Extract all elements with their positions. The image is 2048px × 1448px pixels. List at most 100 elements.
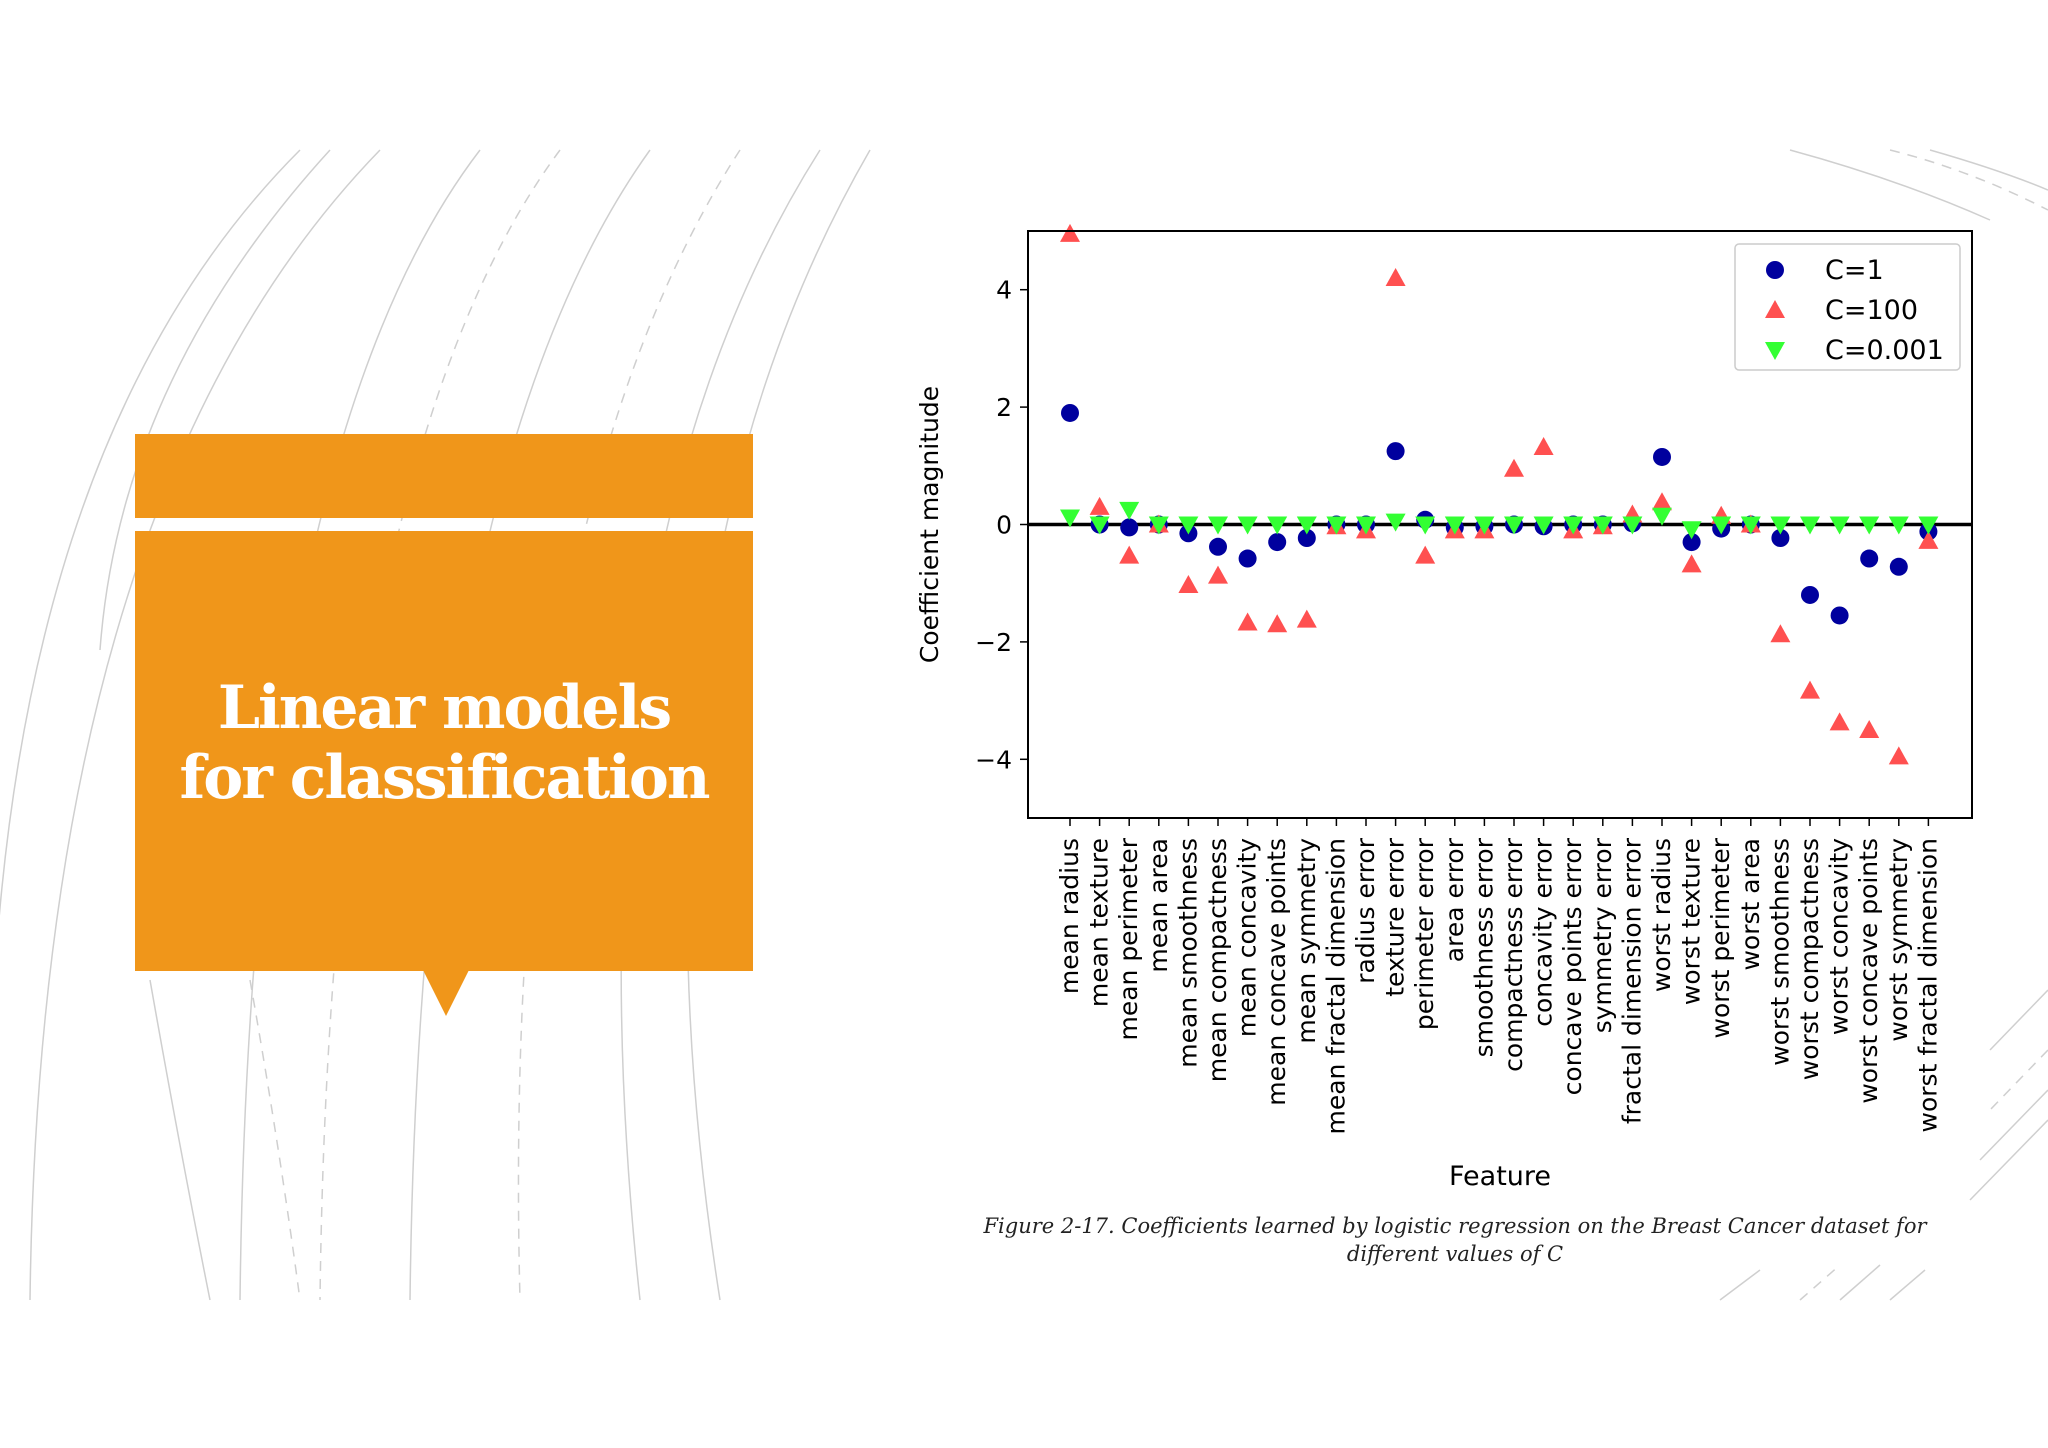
coefficient-scatter-chart: 4 2 0 −2 −4 mean radius mean texture mean perim…: [915, 223, 1973, 1192]
data-point-circle: [1801, 585, 1819, 604]
data-point-triangle-up: [1829, 712, 1850, 731]
data-point-triangle-up: [1237, 612, 1258, 631]
data-point-triangle-up: [1888, 746, 1909, 765]
legend-label: C=100: [1825, 295, 1918, 326]
data-point-triangle-up: [1267, 614, 1288, 633]
data-point-triangle-down: [1652, 507, 1672, 526]
data-point-triangle-down: [1208, 516, 1228, 535]
data-point-triangle-down: [1326, 516, 1347, 535]
x-tick-label: mean compactness: [1203, 838, 1232, 1082]
x-tick-label: fractal dimension error: [1617, 837, 1646, 1124]
y-tick-label: −2: [975, 628, 1012, 657]
data-point-circle: [1653, 447, 1671, 466]
data-point-triangle-down: [1060, 509, 1080, 528]
x-tick-label: worst compactness: [1795, 838, 1824, 1080]
x-tick-label: texture error: [1381, 837, 1410, 996]
legend-label: C=1: [1825, 255, 1884, 286]
data-point-triangle-down: [1711, 516, 1732, 535]
data-point-triangle-up: [1089, 496, 1110, 515]
data-point-circle: [1061, 403, 1079, 422]
x-tick-label: worst fractal dimension: [1913, 838, 1942, 1132]
data-point-triangle-down: [1888, 516, 1909, 535]
data-point-circle: [1386, 442, 1405, 461]
data-point-triangle-down: [1089, 516, 1110, 535]
data-point-circle: [1238, 549, 1257, 568]
x-tick-label: mean fractal dimension: [1321, 838, 1350, 1135]
data-point-triangle-up: [1918, 530, 1939, 549]
data-point-circle: [1120, 518, 1139, 537]
y-tick-label: −4: [975, 745, 1012, 774]
data-point-triangle-up: [1060, 223, 1080, 242]
x-tick-label: worst texture: [1677, 838, 1706, 1005]
x-tick-label: concave points error: [1558, 837, 1587, 1095]
x-axis-label: Feature: [1449, 1161, 1551, 1192]
data-point-triangle-up: [1800, 680, 1820, 699]
x-tick-label: concavity error: [1529, 837, 1558, 1026]
y-tick-label: 2: [996, 393, 1012, 422]
legend-label: C=0.001: [1825, 335, 1944, 366]
x-tick-label: mean perimeter: [1114, 837, 1143, 1040]
x-tick-label: worst smoothness: [1765, 838, 1794, 1066]
data-point-circle: [1297, 529, 1316, 548]
data-point-triangle-down: [1178, 516, 1199, 535]
data-point-triangle-down: [1385, 513, 1406, 532]
y-tick-label: 0: [996, 511, 1012, 540]
x-tick-label: mean smoothness: [1173, 838, 1202, 1068]
y-axis-label: Coefficient magnitude: [915, 386, 944, 663]
data-point-triangle-down: [1918, 516, 1939, 535]
title-box: Linear models for classification: [135, 531, 753, 971]
legend-marker-triangle-up: [1765, 300, 1785, 318]
data-point-triangle-down: [1800, 516, 1820, 535]
x-tick-label: worst concave points: [1854, 838, 1883, 1104]
data-point-triangle-up: [1504, 458, 1524, 477]
data-point-circle: [1682, 533, 1701, 552]
data-point-triangle-down: [1681, 521, 1702, 540]
legend-marker-circle: [1766, 261, 1784, 279]
x-tick-label: mean area: [1144, 838, 1173, 973]
x-tick-label: perimeter error: [1410, 837, 1439, 1030]
data-point-triangle-up: [1208, 565, 1228, 584]
data-point-triangle-down: [1622, 516, 1643, 535]
legend-box: [1734, 243, 1961, 371]
data-point-triangle-down: [1829, 516, 1850, 535]
data-point-triangle-down: [1592, 516, 1613, 535]
data-point-triangle-down: [1119, 501, 1140, 520]
y-tick-label: 4: [996, 276, 1012, 305]
data-point-triangle-up: [1178, 574, 1199, 593]
x-tick-label: mean radius: [1055, 838, 1084, 994]
data-point-triangle-up: [1119, 545, 1140, 564]
data-point-circle: [1830, 606, 1849, 625]
data-point-triangle-up: [1385, 267, 1406, 286]
data-point-triangle-down: [1237, 516, 1258, 535]
x-tick-label: radius error: [1351, 837, 1380, 983]
x-tick-label: mean concavity: [1233, 838, 1262, 1037]
title-accent-bar: [135, 434, 753, 518]
data-point-circle: [1860, 549, 1879, 568]
x-tick-label: mean texture: [1085, 838, 1114, 1007]
slide-title-line-1: Linear models: [217, 673, 672, 743]
slide-title-line-2: for classification: [179, 743, 710, 813]
data-point-triangle-down: [1770, 516, 1791, 535]
data-point-triangle-up: [1533, 437, 1554, 456]
x-tick-label: worst area: [1736, 838, 1765, 971]
data-point-triangle-up: [1681, 554, 1702, 573]
x-tick-label: mean symmetry: [1292, 838, 1321, 1044]
x-tick-label: worst perimeter: [1706, 837, 1735, 1038]
data-point-triangle-down: [1533, 516, 1554, 535]
data-point-circle: [1771, 529, 1790, 548]
slide-title: Linear models for classification: [179, 673, 710, 829]
data-point-triangle-down: [1444, 516, 1465, 535]
data-point-triangle-down: [1474, 516, 1495, 535]
data-point-triangle-down: [1148, 516, 1169, 535]
data-point-triangle-down: [1296, 516, 1317, 535]
x-tick-label: symmetry error: [1588, 837, 1617, 1033]
data-point-triangle-down: [1415, 516, 1436, 535]
x-tick-label: area error: [1440, 837, 1469, 962]
data-point-triangle-up: [1296, 609, 1317, 628]
x-tick-label: mean concave points: [1262, 838, 1291, 1106]
data-point-triangle-up: [1652, 492, 1672, 511]
x-tick-label: worst symmetry: [1884, 838, 1913, 1042]
data-point-triangle-down: [1859, 516, 1880, 535]
x-tick-label: compactness error: [1499, 837, 1528, 1072]
data-point-triangle-up: [1859, 719, 1880, 738]
